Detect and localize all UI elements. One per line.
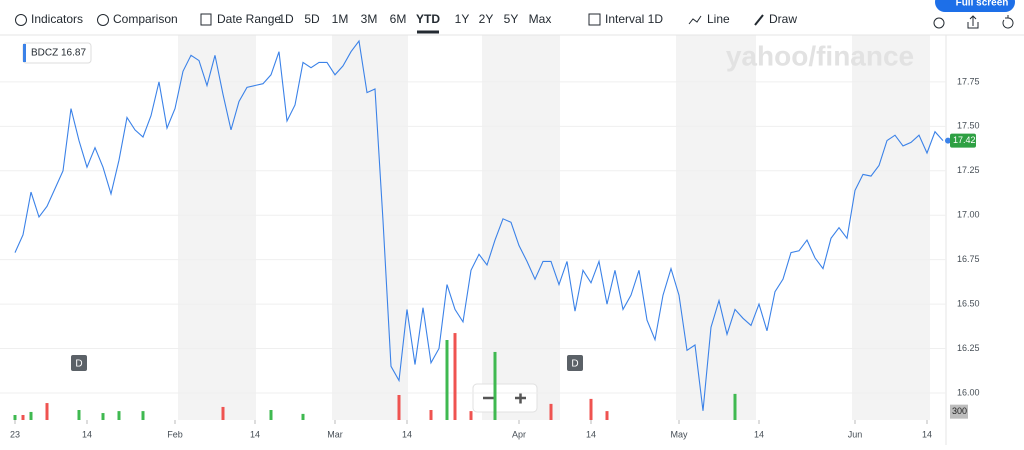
interval-button[interactable]: Interval 1D xyxy=(605,12,663,26)
toolbar: Indicators Comparison Date Range 1D 5D 1M 3… xyxy=(15,0,1015,34)
x-tick-label: Feb xyxy=(167,429,183,439)
price-line xyxy=(14,39,944,411)
last-price-label: 17.42 xyxy=(953,135,976,145)
range-button[interactable]: 6M xyxy=(390,12,407,26)
y-tick-label: 16.75 xyxy=(957,254,980,264)
range-button[interactable]: 1Y xyxy=(455,12,470,26)
volume-bar xyxy=(493,351,497,420)
icon xyxy=(97,14,109,26)
range-button[interactable]: 3M xyxy=(361,12,378,26)
settings-icon[interactable] xyxy=(933,17,945,29)
icon xyxy=(688,15,702,25)
dividend-marker xyxy=(567,355,583,371)
full-screen-button[interactable] xyxy=(935,0,1015,12)
last-point xyxy=(945,137,951,144)
y-tick-label: 16.50 xyxy=(957,298,980,308)
range-button[interactable]: Max xyxy=(529,12,552,26)
x-tick-label: 14 xyxy=(754,429,764,439)
volume-bar xyxy=(397,395,401,420)
last-price-tag xyxy=(950,133,976,148)
dividend-label: D xyxy=(571,359,578,370)
volume-bar xyxy=(469,411,473,420)
volume-bar xyxy=(117,411,121,420)
line-button[interactable]: Line xyxy=(707,12,730,26)
legend-value: 16.87 xyxy=(61,48,86,59)
volume-bar xyxy=(445,340,449,420)
volume-tick-box xyxy=(950,404,968,419)
zoom-box xyxy=(472,383,538,413)
full-screen-label: Full screen xyxy=(956,0,1009,9)
volume-bar xyxy=(549,403,553,420)
range-button[interactable]: 2Y xyxy=(479,12,494,26)
range-button[interactable]: 1D xyxy=(278,12,294,26)
volume-tick-label: 300 xyxy=(952,406,967,416)
legend-name: BDCZ xyxy=(31,48,58,59)
comparison-button[interactable]: Comparison xyxy=(113,12,178,26)
month-bands xyxy=(178,35,930,420)
date-range-button[interactable]: Date Range xyxy=(217,12,281,26)
volume-bar xyxy=(77,410,81,420)
volume-bar xyxy=(21,415,25,420)
x-tick-label: 14 xyxy=(402,429,412,439)
volume-bar xyxy=(301,413,305,420)
range-button[interactable]: 5D xyxy=(304,12,320,26)
x-tick-label: 23 xyxy=(10,429,20,439)
zoom-controls xyxy=(472,383,538,413)
y-tick-label: 16.25 xyxy=(957,343,980,353)
draw-button[interactable]: Draw xyxy=(769,12,797,26)
zoom-in[interactable] xyxy=(515,392,526,404)
dividend-label: D xyxy=(75,359,82,370)
band xyxy=(676,35,756,420)
indicators-button[interactable]: Indicators xyxy=(31,12,83,26)
volume-bar xyxy=(45,403,49,420)
y-tick-label: 16.00 xyxy=(957,387,980,397)
range-buttons: 1D 5D 1M 3M 6M YTD 1Y 2Y 5Y Max xyxy=(278,12,552,34)
x-tick-label: 14 xyxy=(922,429,932,439)
range-button[interactable]: 1M xyxy=(332,12,349,26)
band xyxy=(178,35,256,420)
y-tick-label: 17.25 xyxy=(957,165,980,175)
x-tick-label: 14 xyxy=(586,429,596,439)
icon xyxy=(200,13,212,26)
volume-bar xyxy=(101,413,105,420)
range-button[interactable]: YTD xyxy=(416,12,440,26)
dividend-marker xyxy=(71,355,87,371)
x-tick-label: May xyxy=(670,429,688,439)
volume-bar xyxy=(429,410,433,420)
icon xyxy=(754,14,764,26)
y-tick-label: 17.50 xyxy=(957,121,980,131)
volume-bar xyxy=(589,398,593,420)
legend-swatch xyxy=(23,44,26,62)
band xyxy=(852,35,930,420)
volume-bar xyxy=(13,415,17,420)
y-tick-label: 17.00 xyxy=(957,210,980,220)
y-tick-label: 17.75 xyxy=(957,76,980,86)
x-tick-label: Mar xyxy=(327,429,343,439)
x-tick-label: 14 xyxy=(250,429,260,439)
volume-bar xyxy=(733,393,737,420)
volume-bar xyxy=(221,406,225,420)
x-tick-label: Jun xyxy=(848,429,863,439)
range-button[interactable]: 5Y xyxy=(504,12,519,26)
band xyxy=(332,35,408,420)
icon xyxy=(588,13,601,26)
x-tick-label: Apr xyxy=(512,429,526,439)
share-icon[interactable] xyxy=(967,15,979,29)
watermark: yahoo/finance xyxy=(726,40,914,71)
volume-bar xyxy=(29,411,33,420)
reset-icon[interactable] xyxy=(1002,15,1014,29)
volume-bar xyxy=(269,410,273,420)
volume-bar xyxy=(453,333,457,420)
legend: BDCZ 16.87 xyxy=(22,42,92,64)
icon xyxy=(15,14,27,26)
x-tick-label: 14 xyxy=(82,429,92,439)
volume-bar xyxy=(141,411,145,420)
volume-bar xyxy=(605,411,609,420)
